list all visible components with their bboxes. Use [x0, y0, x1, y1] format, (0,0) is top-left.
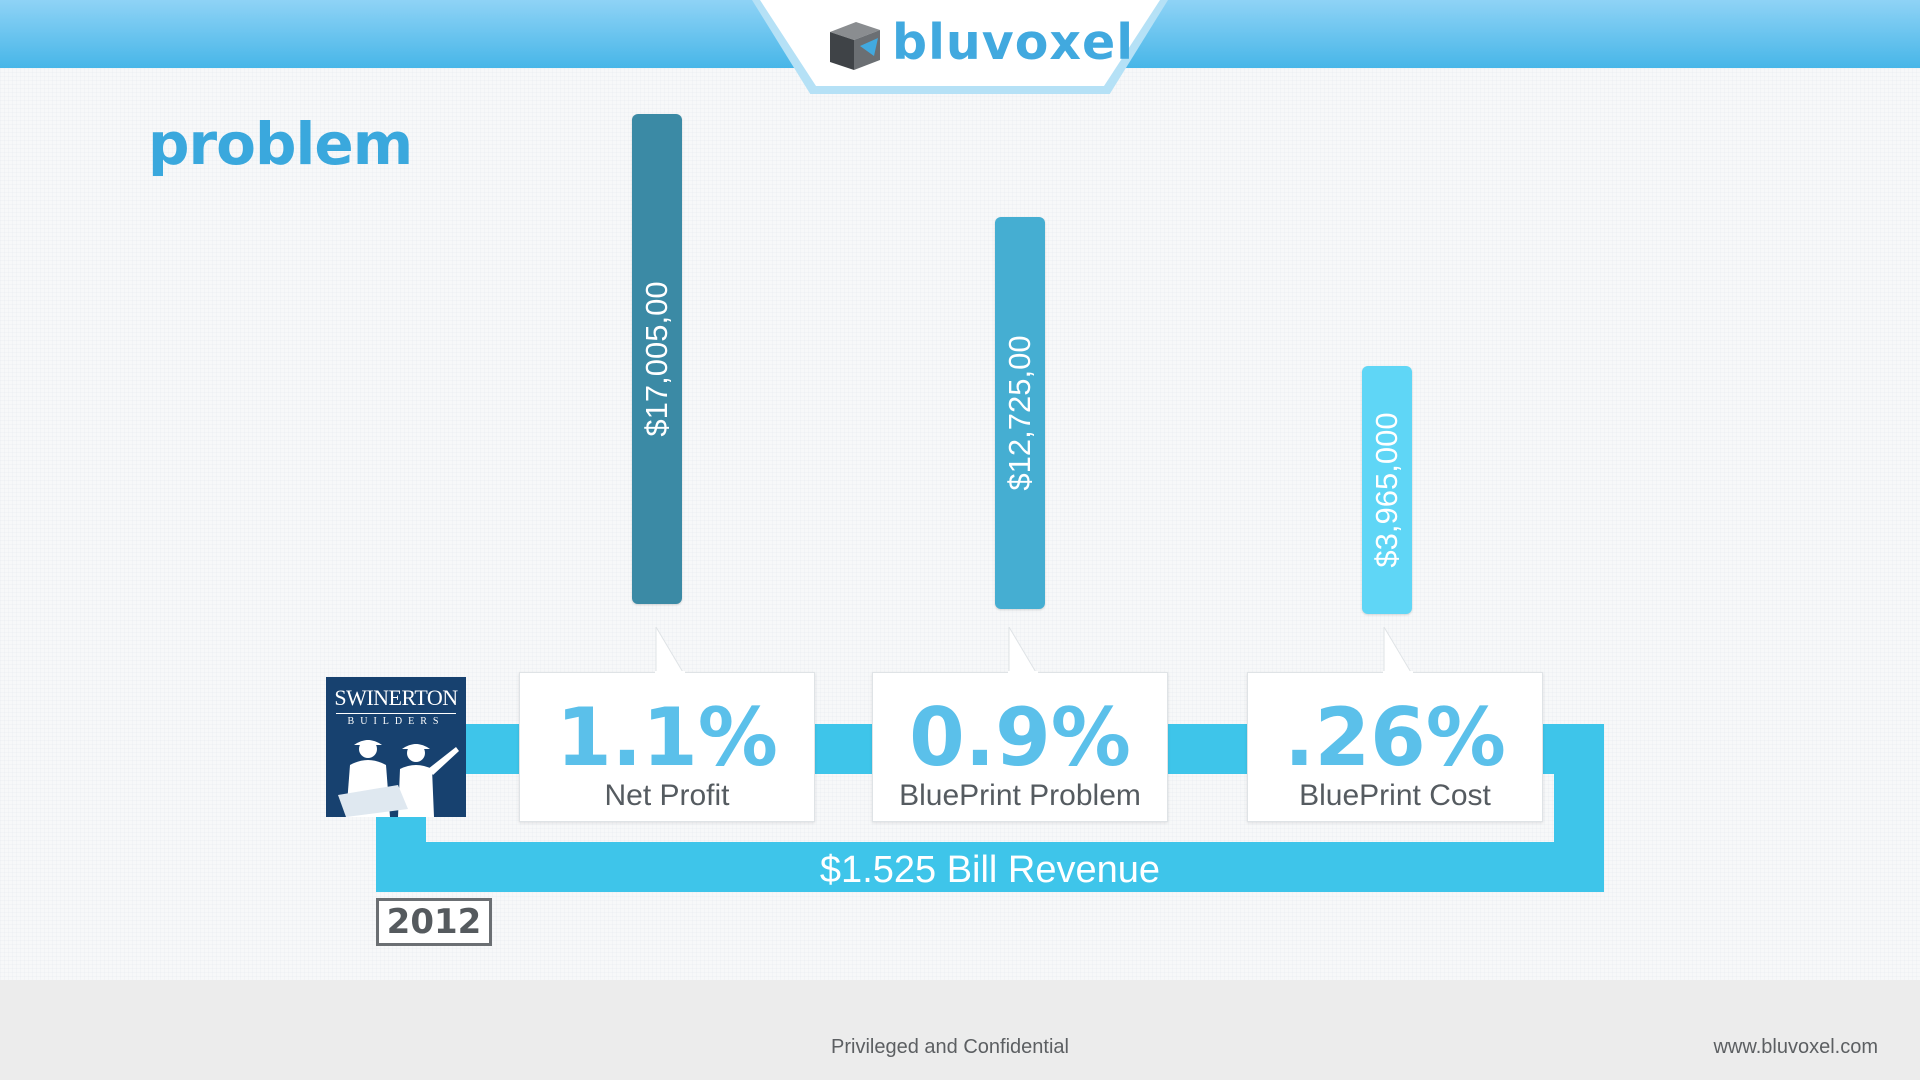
footer: Privileged and Confidential www.bluvoxel…	[0, 980, 1920, 1080]
callout-pointer	[655, 627, 685, 674]
logo-rule	[336, 713, 456, 714]
bar-blueprint-cost: $3,965,000	[1362, 366, 1412, 614]
bar-blueprint-problem: $12,725,00	[995, 217, 1045, 609]
bar-value-label: $17,005,00	[639, 281, 674, 437]
percent-label: 0.9%	[909, 691, 1131, 784]
builders-figures-icon	[338, 740, 459, 817]
voxel-cube-icon	[830, 22, 880, 70]
year-badge: 2012	[376, 898, 492, 946]
company-name: SWINERTON	[334, 685, 458, 710]
page-title: problem	[148, 110, 413, 178]
company-logo: SWINERTON BUILDERS	[326, 677, 466, 817]
confidential-note: Privileged and Confidential	[831, 1036, 1069, 1058]
company-subtitle: BUILDERS	[347, 716, 445, 727]
bar-value-label: $12,725,00	[1002, 335, 1037, 491]
callout-blueprint-cost: .26% BluePrint Cost	[1247, 627, 1543, 822]
callout-pointer	[1008, 627, 1038, 674]
brand-name: bluvoxel	[892, 14, 1134, 71]
callout-blueprint-problem: 0.9% BluePrint Problem	[872, 627, 1168, 822]
category-label: BluePrint Problem	[899, 779, 1141, 812]
logo-tab	[760, 0, 1160, 86]
website-link[interactable]: www.bluvoxel.com	[1713, 1036, 1878, 1058]
callout-pointer	[1383, 627, 1413, 674]
bar-net-profit: $17,005,00	[632, 114, 682, 604]
bracket-bottom-band	[376, 842, 1604, 892]
category-label: BluePrint Cost	[1299, 779, 1491, 812]
bar-value-label: $3,965,000	[1369, 412, 1404, 568]
category-label: Net Profit	[604, 779, 730, 812]
percent-label: .26%	[1284, 691, 1506, 784]
revenue-label: $1.525 Bill Revenue	[819, 849, 1161, 891]
callout-net-profit: 1.1% Net Profit	[519, 627, 815, 822]
percent-label: 1.1%	[556, 691, 778, 784]
